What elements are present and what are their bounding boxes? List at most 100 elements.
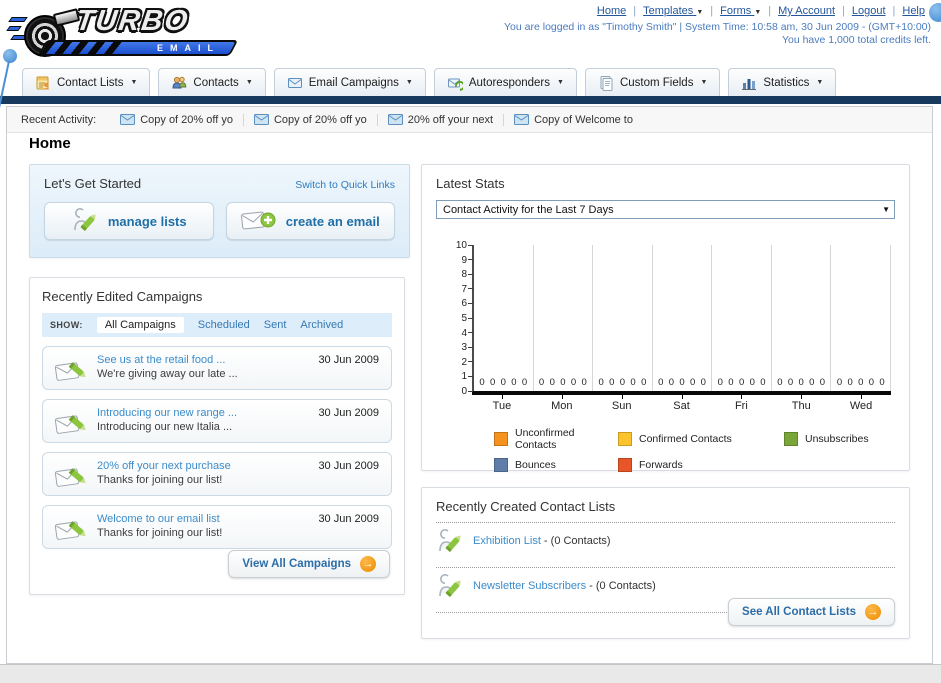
chart-legend: Unconfirmed Contacts Confirmed Contacts … xyxy=(494,427,891,472)
envelope-pencil-icon xyxy=(54,355,88,388)
campaign-title-link[interactable]: Welcome to our email list xyxy=(97,513,220,525)
campaign-filters: All Campaigns Scheduled Sent Archived xyxy=(96,317,344,333)
person-pencil-icon xyxy=(436,572,464,600)
data-value-label: 0 xyxy=(641,377,647,388)
switch-quick-links-link[interactable]: Switch to Quick Links xyxy=(295,179,395,191)
recent-activity-item[interactable]: Copy of Welcome to xyxy=(503,113,643,126)
chevron-down-icon: ▼ xyxy=(700,79,708,86)
tab-label: Contact Lists xyxy=(57,76,124,89)
y-tick-mark xyxy=(468,317,473,319)
logo-title: TURBO xyxy=(73,5,192,37)
tab-contacts[interactable]: Contacts ▼ xyxy=(158,68,266,96)
campaign-title-link[interactable]: 20% off your next purchase xyxy=(97,460,231,472)
y-tick-label: 10 xyxy=(455,240,467,251)
contact-list-link[interactable]: Exhibition List xyxy=(473,535,541,547)
legend-label: Unsubscribes xyxy=(805,433,869,445)
legend-swatch xyxy=(494,458,508,472)
y-tick-mark xyxy=(468,375,473,377)
contacts-icon xyxy=(171,75,187,91)
recent-activity-item[interactable]: 20% off your next xyxy=(376,113,503,126)
data-value-label: 0 xyxy=(749,377,755,388)
chevron-down-icon: ▼ xyxy=(696,9,704,16)
data-value-label: 0 xyxy=(717,377,723,388)
data-value-label: 0 xyxy=(787,377,794,388)
get-started-panel: Let's Get Started Switch to Quick Links … xyxy=(29,164,410,258)
data-value-label: 0 xyxy=(581,377,587,388)
y-tick-label: 2 xyxy=(461,356,467,368)
recent-activity-item[interactable]: Copy of 20% off yo xyxy=(110,114,243,126)
nav-link-forms[interactable]: Forms ▼ xyxy=(720,5,762,17)
tab-label: Statistics xyxy=(763,76,810,89)
y-tick-label: 1 xyxy=(461,371,467,383)
data-value-label: 0 xyxy=(570,377,577,388)
x-tick-label: Sun xyxy=(592,395,652,412)
filter-all-campaigns[interactable]: All Campaigns xyxy=(96,317,184,333)
logo-flame-decoration xyxy=(6,26,22,31)
data-value-label: 0 xyxy=(798,377,804,388)
tab-label: Custom Fields xyxy=(619,76,694,89)
arrow-right-icon: → xyxy=(865,604,881,620)
data-value-label: 0 xyxy=(728,377,734,388)
tab-email-campaigns[interactable]: Email Campaigns ▼ xyxy=(273,68,426,96)
recent-activity-item[interactable]: Copy of 20% off yo xyxy=(242,113,377,126)
nav-link-my-account[interactable]: My Account xyxy=(778,5,835,17)
y-tick-label: 4 xyxy=(461,327,467,339)
campaign-subtitle: Thanks for joining our list! xyxy=(97,474,223,486)
contact-lists-panel: Recently Created Contact Lists Exhibitio… xyxy=(421,487,910,639)
filter-sent[interactable]: Sent xyxy=(263,319,287,331)
nav-link-templates[interactable]: Templates ▼ xyxy=(643,5,704,17)
see-all-contact-lists-button[interactable]: See All Contact Lists → xyxy=(728,598,895,626)
x-tick-mark xyxy=(561,395,563,399)
stats-report-dropdown[interactable]: Contact Activity for the Last 7 Days ▼ xyxy=(436,200,895,219)
chevron-down-icon: ▼ xyxy=(882,205,890,214)
data-value-label: 0 xyxy=(868,377,875,388)
x-tick-label: Wed xyxy=(831,395,891,412)
tab-statistics[interactable]: Statistics ▼ xyxy=(728,68,837,96)
data-value-label: 0 xyxy=(658,377,664,388)
create-email-button[interactable]: create an email xyxy=(225,202,395,240)
tab-custom-fields[interactable]: Custom Fields ▼ xyxy=(584,68,721,96)
contact-list-items: Exhibition List - (0 Contacts) Newslette… xyxy=(436,523,895,613)
campaign-subtitle: Thanks for joining our list! xyxy=(97,527,223,539)
nav-link-logout[interactable]: Logout xyxy=(851,5,886,17)
view-all-campaigns-button[interactable]: View All Campaigns → xyxy=(228,550,390,578)
view-all-campaigns-label: View All Campaigns xyxy=(242,558,351,570)
y-tick-mark xyxy=(468,259,473,261)
data-value-label: 0 xyxy=(738,377,745,388)
contact-list-link[interactable]: Newsletter Subscribers xyxy=(473,580,587,592)
legend-swatch xyxy=(618,458,632,472)
contact-lists-title: Recently Created Contact Lists xyxy=(436,499,616,514)
data-value-label: 0 xyxy=(479,377,485,388)
logo-flame-decoration xyxy=(8,17,28,22)
tab-autoresponders[interactable]: Autoresponders ▼ xyxy=(433,68,577,96)
chevron-down-icon: ▼ xyxy=(816,79,824,86)
chart-x-axis-line xyxy=(472,391,891,395)
campaign-title-link[interactable]: Introducing our new range ... xyxy=(97,407,238,419)
header-nav-links: Home | Templates ▼ | Forms ▼ | My Account | Logo… xyxy=(597,5,925,17)
campaign-row: Welcome to our email list Thanks for joi… xyxy=(42,505,392,549)
tab-contact-lists[interactable]: Contact Lists ▼ xyxy=(22,68,151,96)
email-campaigns-icon xyxy=(287,75,303,91)
data-value-label: 0 xyxy=(690,377,696,388)
custom-fields-icon xyxy=(598,75,614,91)
filter-archived[interactable]: Archived xyxy=(300,319,344,331)
manage-lists-button[interactable]: manage lists xyxy=(44,202,214,240)
y-tick-label: 6 xyxy=(461,298,467,310)
campaign-title-link[interactable]: See us at the retail food ... xyxy=(97,354,226,366)
chevron-down-icon: ▼ xyxy=(557,79,564,86)
app-logo[interactable]: TURBO EMAIL xyxy=(6,3,248,59)
nav-link-home[interactable]: Home xyxy=(596,5,627,17)
y-tick-label: 8 xyxy=(461,269,467,281)
filter-scheduled[interactable]: Scheduled xyxy=(197,319,250,331)
data-value-label: 0 xyxy=(679,377,685,388)
nav-link-help[interactable]: Help xyxy=(902,5,925,17)
contact-list-item: Exhibition List - (0 Contacts) xyxy=(436,523,895,559)
data-value-label: 0 xyxy=(609,377,615,388)
logo-subtitle: EMAIL xyxy=(157,43,220,53)
data-value-label: 0 xyxy=(777,377,783,388)
chevron-down-icon: ▼ xyxy=(754,9,762,16)
